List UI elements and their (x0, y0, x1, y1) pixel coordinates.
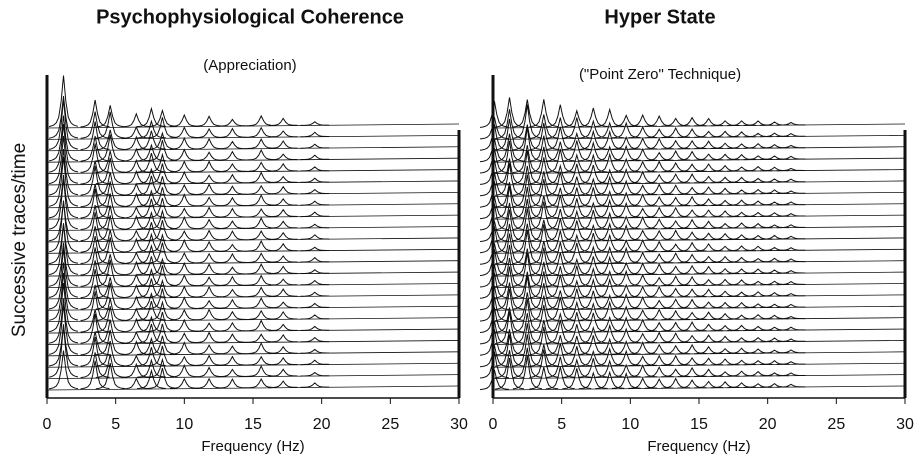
trace-baseline (46, 169, 460, 174)
trace-baseline (46, 203, 460, 209)
spectral-peak (268, 117, 298, 389)
trace-baseline (46, 248, 460, 254)
spectral-peak (48, 75, 79, 390)
spectral-peak (677, 116, 707, 389)
x-tick-label: 0 (489, 416, 498, 433)
trace-baseline (46, 260, 460, 266)
x-axis-label: Frequency (Hz) (201, 438, 304, 455)
spectral-peak (217, 118, 247, 389)
spectral-peak (578, 107, 608, 390)
chart-subtitle: (Appreciation) (203, 57, 296, 74)
spectral-peak (512, 99, 542, 390)
spectral-peak (611, 114, 641, 389)
spectral-peak (147, 108, 177, 389)
trace-baseline (46, 157, 460, 163)
trace-baseline (46, 340, 460, 345)
spectral-peak (727, 120, 757, 389)
chart-title: Psychophysiological Coherence (96, 6, 404, 28)
chart-subtitle: ("Point Zero" Technique) (579, 66, 741, 83)
trace-baseline (46, 146, 460, 152)
trace-baseline (46, 328, 460, 334)
trace-baseline (46, 283, 460, 288)
trace-baseline (46, 385, 460, 391)
spectral-peak (545, 104, 575, 390)
trace-baseline (46, 123, 460, 129)
spectral-peak (495, 97, 524, 390)
x-tick-label: 10 (175, 416, 193, 433)
trace-baseline (46, 191, 460, 197)
spectral-peak (710, 120, 740, 389)
spectral-peak (562, 109, 592, 390)
spectral-peak (760, 121, 790, 388)
spectral-peak (661, 117, 691, 389)
x-tick-label: 25 (381, 416, 399, 433)
spectral-peak (169, 113, 199, 389)
x-tick-label: 30 (896, 416, 914, 433)
x-tick-label: 5 (557, 416, 566, 433)
x-tick-label: 5 (111, 416, 120, 433)
x-tick-label: 25 (827, 416, 845, 433)
x-tick-label: 15 (690, 416, 708, 433)
spectral-peak (479, 101, 509, 391)
trace-baseline (46, 271, 460, 277)
spectral-peak (95, 105, 125, 390)
x-tick-label: 0 (43, 416, 52, 433)
trace-baseline (46, 294, 460, 300)
trace-baseline (46, 351, 460, 357)
trace-baseline (46, 180, 460, 186)
spectral-peak (628, 113, 658, 389)
spectral-peak (529, 99, 559, 390)
spectral-peak (776, 121, 806, 388)
chart-title: Hyper State (604, 6, 715, 28)
spectral-peak (80, 99, 110, 390)
trace-baseline (46, 374, 460, 380)
spectral-peak (121, 112, 151, 390)
spectral-peak (300, 121, 330, 388)
x-tick-label: 20 (759, 416, 777, 433)
trace-baseline (46, 305, 460, 311)
trace-baseline (46, 317, 460, 323)
x-tick-label: 10 (621, 416, 639, 433)
x-tick-label: 20 (313, 416, 331, 433)
x-axis-label: Frequency (Hz) (647, 438, 750, 455)
trace-baseline (46, 214, 460, 220)
spectral-peak (246, 114, 276, 389)
trace-baseline (46, 237, 460, 243)
spectral-peak (136, 106, 166, 390)
x-tick-label: 15 (244, 416, 262, 433)
spectral-peak (194, 115, 224, 389)
trace-baseline (46, 362, 460, 368)
spectral-peak (595, 107, 625, 390)
spectral-peak (644, 114, 674, 389)
spectral-peak (743, 120, 773, 388)
trace-baseline (46, 226, 460, 231)
y-axis-label: Successive traces/time (9, 143, 30, 337)
x-tick-label: 30 (450, 416, 468, 433)
trace-baseline (46, 134, 460, 140)
spectral-peak (694, 117, 724, 389)
